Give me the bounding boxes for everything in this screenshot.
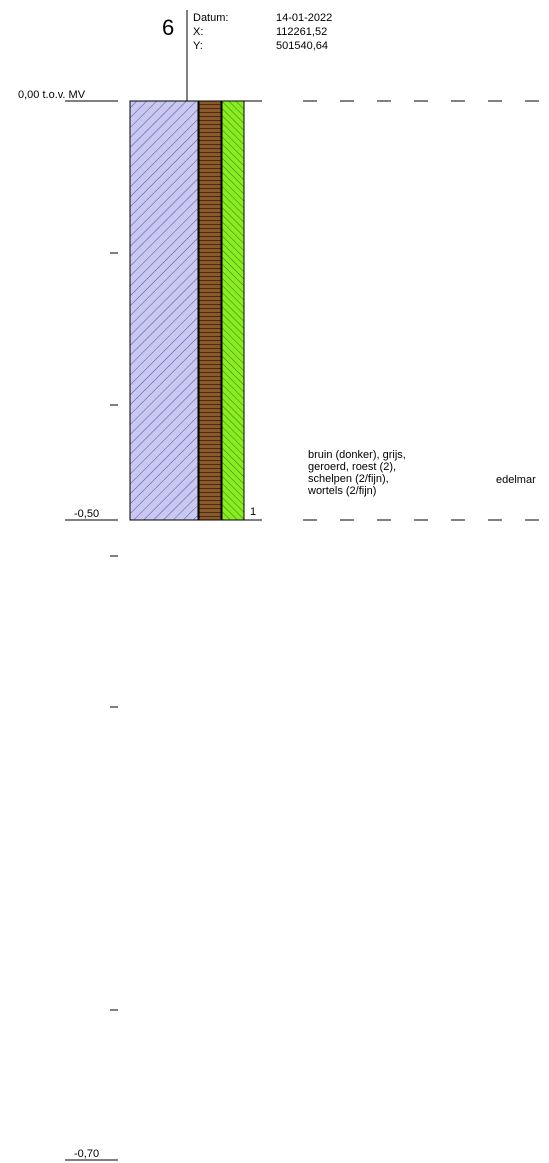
y-value: 501540,64 <box>276 40 328 52</box>
layer-description-line: geroerd, roest (2), <box>308 461 396 473</box>
depth-top-label: 0,00 t.o.v. MV <box>18 89 86 101</box>
layer-description-line: schelpen (2/fijn), <box>308 473 389 485</box>
datum-label: Datum: <box>193 12 228 24</box>
soil-column-plant-strip <box>221 100 245 521</box>
boring-number: 6 <box>162 15 174 40</box>
x-value: 112261,52 <box>276 26 327 38</box>
datum-value: 14-01-2022 <box>276 12 332 24</box>
layer-description-line: bruin (donker), grijs, <box>308 449 406 461</box>
y-label: Y: <box>193 40 203 52</box>
soil-column-organic-strip <box>198 100 222 521</box>
x-label: X: <box>193 26 203 38</box>
soil-column-main <box>129 100 199 521</box>
depth-label-050: -0,50 <box>74 508 99 520</box>
depth-label-070: -0,70 <box>74 1148 99 1160</box>
layer-extra-note: edelmar <box>496 474 536 486</box>
layer-description-line: wortels (2/fijn) <box>307 485 376 497</box>
layer-number: 1 <box>250 506 256 518</box>
